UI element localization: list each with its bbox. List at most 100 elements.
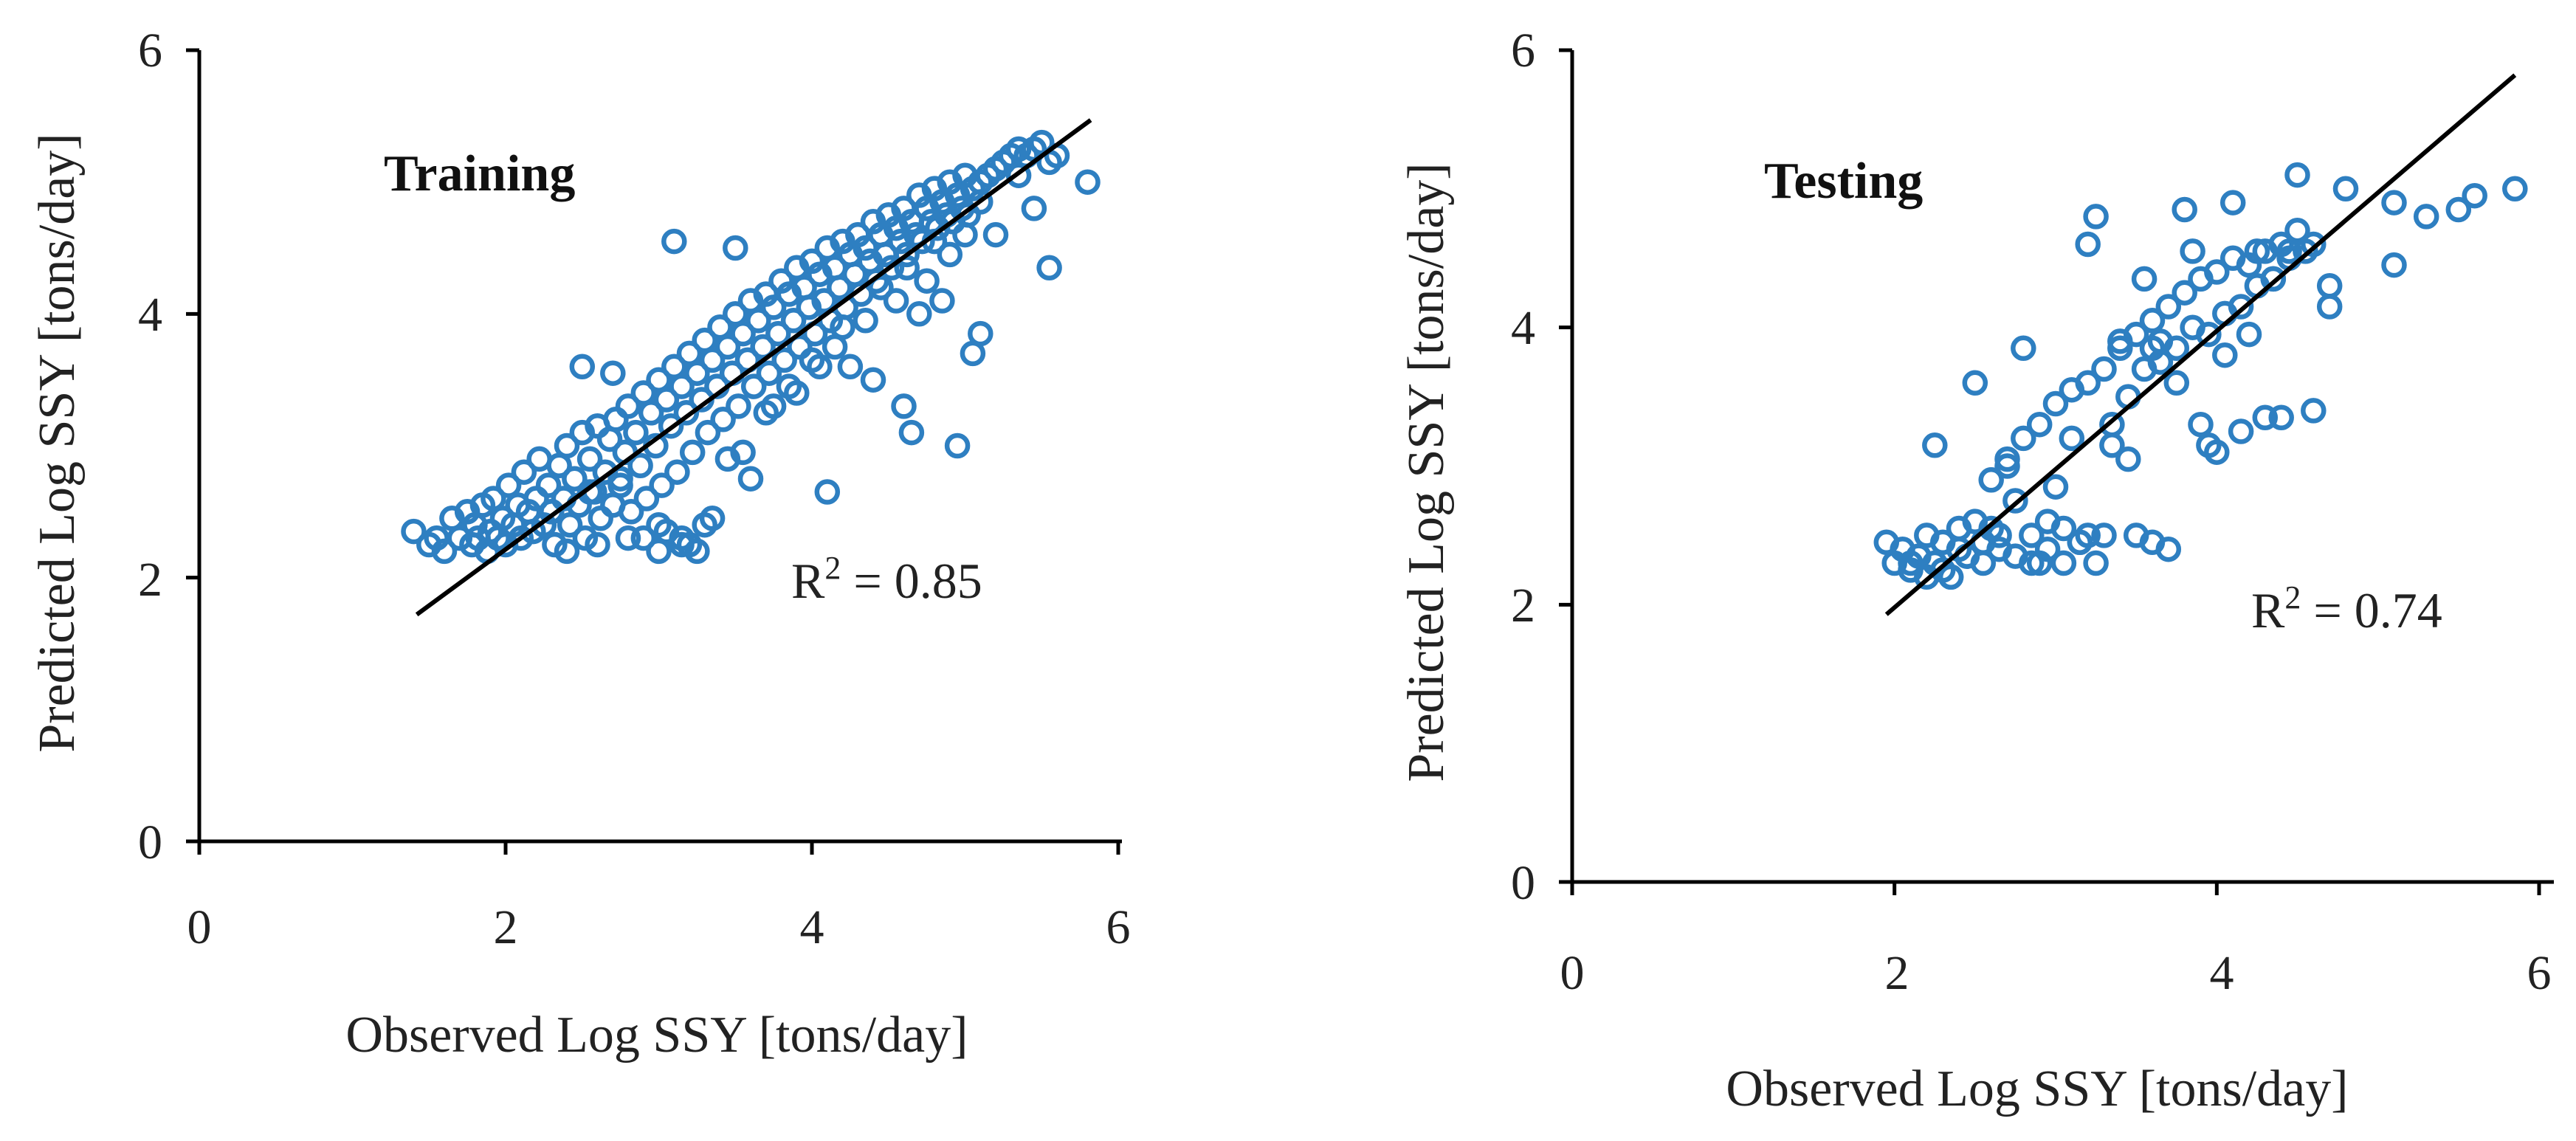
training-data-point: [649, 472, 675, 498]
training-data-point: [952, 221, 978, 248]
training-data-point: [753, 400, 779, 426]
training-data-point: [607, 466, 633, 492]
testing-r2-value: = 0.74: [2301, 582, 2442, 638]
training-data-point: [814, 479, 841, 505]
training-data-point: [557, 511, 583, 538]
training-data-point: [554, 538, 580, 565]
training-data-point: [837, 354, 864, 380]
training-data-point: [618, 499, 644, 525]
testing-data-point: [1962, 370, 1988, 396]
training-data-point: [780, 308, 807, 334]
testing-data-point: [2502, 176, 2528, 202]
testing-data-point: [2301, 231, 2327, 258]
training-data-point: [508, 525, 534, 551]
testing-ytick-label: 0: [1511, 856, 1535, 910]
testing-data-point: [2011, 425, 2036, 452]
training-y-axis-title: Predicted Log SSY [tons/day]: [29, 133, 86, 752]
testing-data-point: [2075, 370, 2101, 396]
testing-r2-base: R: [2251, 582, 2285, 638]
training-data-point: [878, 255, 905, 281]
training-data-point: [909, 228, 935, 255]
testing-data-point: [2042, 474, 2069, 500]
testing-data-point: [2002, 488, 2028, 514]
training-data-point: [830, 314, 855, 340]
training-data-point: [771, 347, 797, 373]
testing-data-point: [1994, 446, 2020, 472]
testing-data-point: [2050, 550, 2077, 576]
training-ticks: [186, 48, 1120, 855]
testing-data-point: [2268, 404, 2294, 431]
training-data-point: [730, 439, 756, 466]
testing-ytick-label: 6: [1511, 24, 1535, 77]
testing-data-point: [2115, 384, 2141, 410]
training-data-point: [745, 308, 771, 334]
training-data-point: [944, 432, 971, 459]
testing-data-point: [2155, 294, 2182, 320]
training-data-point: [750, 334, 776, 360]
testing-data-point: [2107, 328, 2133, 354]
training-data-point: [968, 189, 993, 215]
training-ytick-label: 4: [138, 288, 162, 342]
testing-data-point: [2139, 308, 2166, 334]
training-data-point: [695, 419, 721, 446]
testing-data-point: [2332, 176, 2359, 202]
training-data-point: [723, 235, 748, 261]
testing-data-point: [2244, 238, 2270, 264]
training-data-point: [937, 241, 963, 268]
testing-data-point: [2172, 196, 2197, 223]
training-data-point: [535, 472, 562, 498]
testing-data-point: [2316, 294, 2343, 320]
training-data-point: [891, 393, 917, 419]
testing-chart: 0 2 4 6 0 2 4 6 Observed Log SSY [tons/d…: [1398, 24, 2554, 1117]
testing-xtick-label: 4: [2210, 946, 2234, 1000]
testing-data-point: [2139, 335, 2166, 362]
testing-data-point: [2019, 550, 2045, 576]
training-data-point: [576, 446, 603, 472]
testing-data-point: [2123, 523, 2149, 548]
training-data-point: [679, 439, 706, 466]
testing-xtick-label: 6: [2527, 946, 2552, 1000]
testing-data-point: [2011, 335, 2036, 362]
training-data-point: [633, 486, 660, 511]
training-data-point: [883, 288, 909, 314]
testing-x-axis-title: Observed Log SSY [tons/day]: [1726, 1061, 2348, 1117]
training-data-point: [898, 419, 925, 446]
testing-y-axis-title: Predicted Log SSY [tons/day]: [1398, 162, 1455, 782]
training-data-point: [539, 499, 565, 525]
training-data-point: [684, 360, 710, 386]
testing-data-point: [2091, 356, 2117, 382]
testing-data-point: [2196, 432, 2222, 458]
training-data-point: [431, 538, 458, 565]
testing-data-point: [2252, 404, 2279, 431]
testing-data-point: [2034, 509, 2061, 534]
testing-xtick-label: 0: [1560, 946, 1585, 1000]
training-x-axis-title: Observed Log SSY [tons/day]: [345, 1007, 968, 1064]
testing-data-point: [2316, 273, 2343, 299]
training-xtick-label: 6: [1106, 900, 1131, 954]
training-data-point: [615, 393, 641, 419]
training-data-point: [894, 241, 920, 268]
training-data-point: [401, 518, 427, 545]
testing-data-point: [2260, 266, 2287, 292]
training-data-point: [554, 432, 580, 459]
training-r2-base: R: [791, 553, 825, 609]
training-data-point: [542, 531, 568, 558]
training-data-point: [481, 486, 506, 511]
testing-data-point: [2083, 204, 2109, 230]
testing-data-point: [2115, 446, 2141, 472]
testing-data-point: [2196, 321, 2222, 348]
testing-data-point: [2188, 411, 2214, 438]
training-data-point: [756, 360, 782, 386]
training-data-point: [495, 472, 522, 498]
training-data-point: [776, 373, 802, 399]
testing-data-point: [2381, 190, 2407, 216]
training-data-point: [664, 459, 690, 485]
training-data-point: [906, 301, 932, 327]
training-data-point: [653, 387, 680, 413]
training-data-point: [572, 525, 599, 551]
training-data-point: [714, 334, 741, 360]
training-data-point: [627, 452, 653, 479]
testing-data-point: [2155, 536, 2182, 562]
testing-data-point: [2219, 190, 2246, 216]
testing-data-point: [2172, 280, 2197, 306]
